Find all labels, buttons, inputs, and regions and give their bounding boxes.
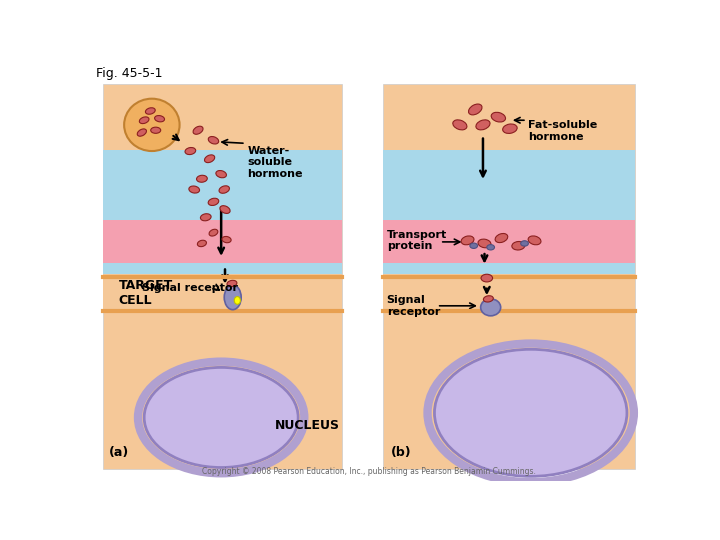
Text: Fat-soluble
hormone: Fat-soluble hormone (528, 120, 598, 142)
Ellipse shape (528, 236, 541, 245)
Ellipse shape (478, 239, 491, 248)
Ellipse shape (453, 120, 467, 130)
Ellipse shape (208, 198, 219, 206)
Ellipse shape (185, 147, 196, 154)
Ellipse shape (470, 243, 477, 248)
Ellipse shape (150, 127, 161, 133)
Bar (383, 150, 634, 276)
Ellipse shape (140, 117, 149, 124)
Ellipse shape (216, 171, 227, 178)
Text: Water-
soluble
hormone: Water- soluble hormone (248, 146, 303, 179)
Bar (383, 274, 634, 311)
Ellipse shape (138, 129, 146, 136)
Ellipse shape (487, 245, 495, 250)
Ellipse shape (220, 206, 230, 213)
Ellipse shape (204, 155, 215, 163)
Bar (383, 220, 634, 262)
Ellipse shape (227, 280, 237, 287)
Text: Signal receptor: Signal receptor (142, 283, 238, 293)
Ellipse shape (483, 296, 493, 302)
Text: Signal
receptor: Signal receptor (387, 295, 440, 316)
Ellipse shape (503, 124, 517, 133)
Ellipse shape (512, 241, 525, 250)
Ellipse shape (224, 285, 241, 309)
Ellipse shape (476, 120, 490, 130)
Ellipse shape (469, 104, 482, 115)
Ellipse shape (481, 274, 492, 282)
Text: Transport
protein: Transport protein (387, 230, 447, 251)
Text: TARGET
CELL: TARGET CELL (119, 279, 173, 307)
Ellipse shape (200, 214, 211, 221)
Bar (104, 274, 342, 311)
Ellipse shape (481, 299, 500, 316)
Ellipse shape (145, 108, 156, 114)
Ellipse shape (155, 116, 164, 122)
Bar (104, 150, 342, 276)
Ellipse shape (144, 367, 298, 468)
Ellipse shape (193, 126, 203, 134)
Ellipse shape (521, 241, 528, 246)
Ellipse shape (209, 230, 218, 236)
Text: (b): (b) (390, 446, 411, 459)
Text: NUCLEUS: NUCLEUS (275, 418, 340, 431)
Ellipse shape (197, 176, 207, 182)
Bar (104, 220, 342, 262)
Ellipse shape (234, 296, 240, 304)
Text: Fig. 45-5-1: Fig. 45-5-1 (96, 67, 162, 80)
Ellipse shape (495, 233, 508, 242)
Ellipse shape (222, 237, 231, 242)
Ellipse shape (208, 137, 219, 144)
Bar (104, 84, 342, 469)
Ellipse shape (189, 186, 199, 193)
Ellipse shape (491, 112, 505, 122)
Ellipse shape (197, 240, 207, 247)
Ellipse shape (434, 349, 627, 476)
Text: Copyright © 2008 Pearson Education, Inc., publishing as Pearson Benjamin Cumming: Copyright © 2008 Pearson Education, Inc.… (202, 467, 536, 476)
Ellipse shape (461, 236, 474, 245)
Bar (383, 84, 634, 469)
Ellipse shape (124, 99, 179, 151)
Ellipse shape (219, 186, 230, 193)
Text: (a): (a) (109, 446, 129, 459)
